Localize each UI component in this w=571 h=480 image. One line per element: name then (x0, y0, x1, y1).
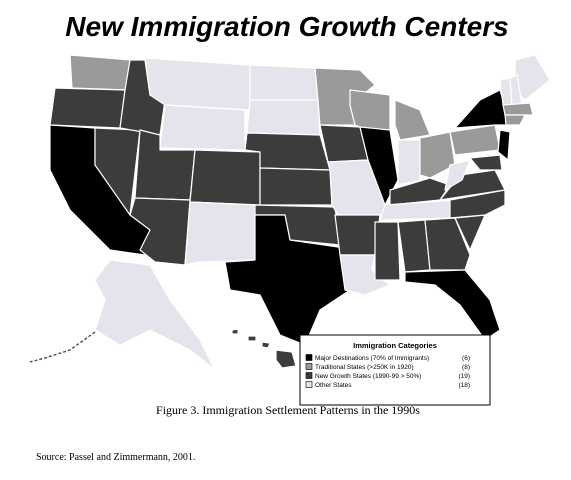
legend-items: Major Destinations (70% of Immigrants) (6… (305, 354, 470, 389)
state (246, 99, 321, 136)
state (249, 64, 319, 101)
state (189, 149, 261, 206)
state (449, 124, 501, 156)
state (374, 221, 401, 281)
legend-label: Traditional States (>250K in 1920) (315, 364, 414, 371)
state (444, 159, 471, 191)
state (497, 129, 511, 161)
legend-swatch (305, 363, 313, 370)
state (247, 335, 257, 342)
legend-swatch (305, 381, 313, 388)
state (275, 349, 297, 369)
legend-label: Major Destinations (70% of Immigrants) (315, 355, 429, 362)
legend-count: (19) (458, 373, 470, 380)
state (259, 167, 333, 206)
legend-label: New Growth States (1990-99 > 50%) (315, 373, 421, 380)
figure-caption: Figure 3. Immigration Settlement Pattern… (156, 403, 420, 417)
legend-title: Immigration Categories (353, 341, 437, 350)
legend-label: Other States (315, 382, 352, 389)
map-title: New Immigration Growth Centers (65, 11, 508, 42)
state (69, 54, 131, 91)
legend: Immigration Categories Major Destination… (299, 334, 491, 406)
state (389, 177, 451, 206)
state (469, 154, 503, 171)
legend-swatch (305, 372, 313, 379)
state (261, 341, 271, 349)
state (94, 259, 216, 371)
state (502, 102, 534, 116)
legend-box (299, 334, 491, 406)
state (231, 328, 239, 335)
state (397, 139, 421, 186)
legend-count: (6) (462, 355, 470, 362)
source-note: Source: Passel and Zimmermann, 2001. (36, 452, 195, 463)
aleutians (29, 331, 96, 363)
state (49, 87, 126, 129)
state (159, 104, 246, 151)
legend-swatch (305, 354, 313, 361)
state (144, 57, 251, 111)
state (394, 99, 431, 141)
legend-count: (8) (462, 364, 470, 371)
state (504, 114, 526, 126)
state (404, 269, 501, 341)
us-map (29, 54, 551, 371)
state (334, 214, 381, 256)
legend-count: (18) (458, 382, 470, 389)
state (184, 201, 256, 266)
state (419, 131, 456, 179)
